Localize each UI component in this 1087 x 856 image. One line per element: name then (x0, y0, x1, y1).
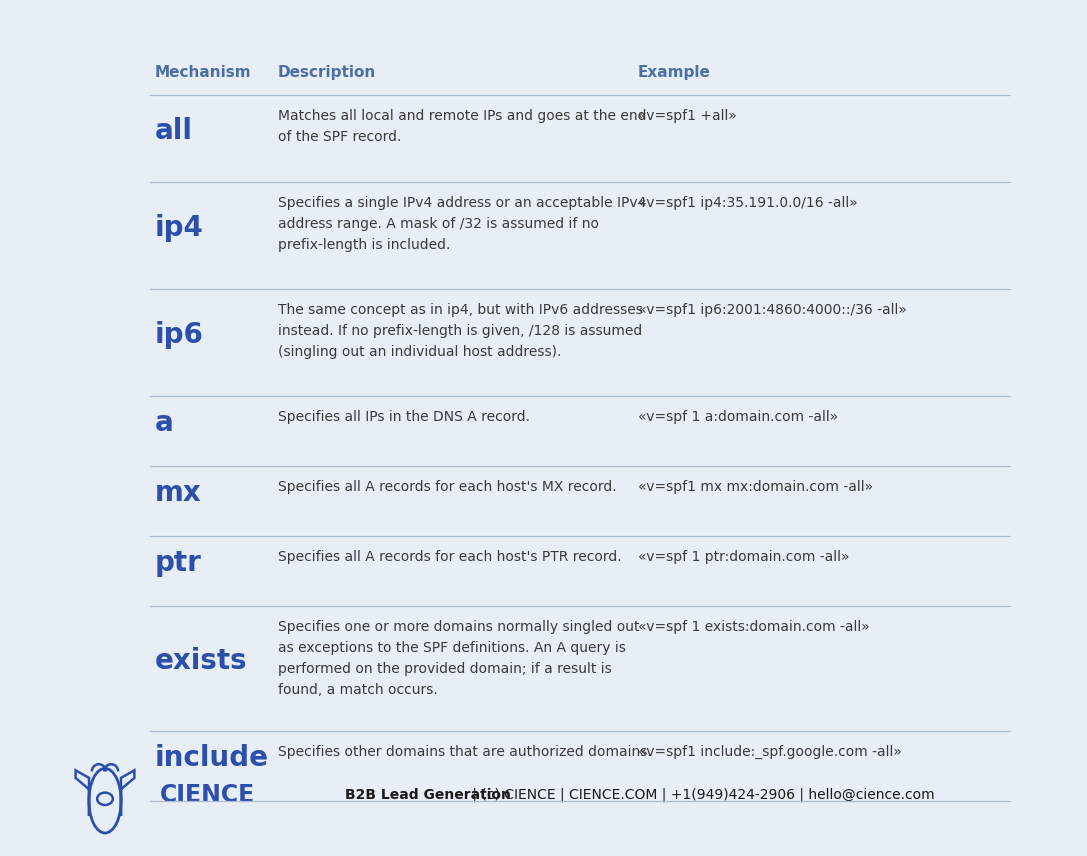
Text: «v=spf1 ip4:35.191.0.0/16 -all»: «v=spf1 ip4:35.191.0.0/16 -all» (638, 196, 858, 210)
Text: CIENCE: CIENCE (160, 783, 255, 807)
Text: | (c) CIENCE | CIENCE.COM | +1(949)424-2906 | hello@cience.com: | (c) CIENCE | CIENCE.COM | +1(949)424-2… (468, 788, 935, 802)
Text: B2B Lead Generation: B2B Lead Generation (345, 788, 511, 802)
Text: Specifies other domains that are authorized domains.: Specifies other domains that are authori… (278, 745, 652, 759)
Text: «v=spf 1 exists:domain.com -all»: «v=spf 1 exists:domain.com -all» (638, 620, 870, 634)
Text: «v=spf1 +all»: «v=spf1 +all» (638, 109, 737, 123)
Text: Specifies a single IPv4 address or an acceptable IPv4
address range. A mask of /: Specifies a single IPv4 address or an ac… (278, 196, 647, 253)
Text: Description: Description (278, 65, 376, 80)
Text: «v=spf 1 a:domain.com -all»: «v=spf 1 a:domain.com -all» (638, 410, 838, 424)
Text: Matches all local and remote IPs and goes at the end
of the SPF record.: Matches all local and remote IPs and goe… (278, 109, 647, 144)
Text: Specifies one or more domains normally singled out
as exceptions to the SPF defi: Specifies one or more domains normally s… (278, 620, 639, 698)
Text: Specifies all A records for each host's PTR record.: Specifies all A records for each host's … (278, 550, 622, 564)
Text: Example: Example (638, 65, 711, 80)
Text: Specifies all IPs in the DNS A record.: Specifies all IPs in the DNS A record. (278, 410, 530, 424)
Text: ip6: ip6 (155, 321, 204, 349)
Text: mx: mx (155, 479, 202, 507)
Text: include: include (155, 744, 268, 772)
Text: exists: exists (155, 647, 248, 675)
Text: a: a (155, 409, 174, 437)
Text: Specifies all A records for each host's MX record.: Specifies all A records for each host's … (278, 480, 616, 494)
Text: «v=spf1 ip6:2001:4860:4000::/36 -all»: «v=spf1 ip6:2001:4860:4000::/36 -all» (638, 303, 907, 317)
Text: «v=spf1 include:_spf.google.com -all»: «v=spf1 include:_spf.google.com -all» (638, 745, 902, 759)
Text: «v=spf 1 ptr:domain.com -all»: «v=spf 1 ptr:domain.com -all» (638, 550, 850, 564)
Text: «v=spf1 mx mx:domain.com -all»: «v=spf1 mx mx:domain.com -all» (638, 480, 873, 494)
Text: ptr: ptr (155, 549, 202, 577)
Text: The same concept as in ip4, but with IPv6 addresses
instead. If no prefix-length: The same concept as in ip4, but with IPv… (278, 303, 642, 360)
Text: Mechanism: Mechanism (155, 65, 251, 80)
Text: all: all (155, 117, 193, 145)
Text: ip4: ip4 (155, 214, 204, 242)
